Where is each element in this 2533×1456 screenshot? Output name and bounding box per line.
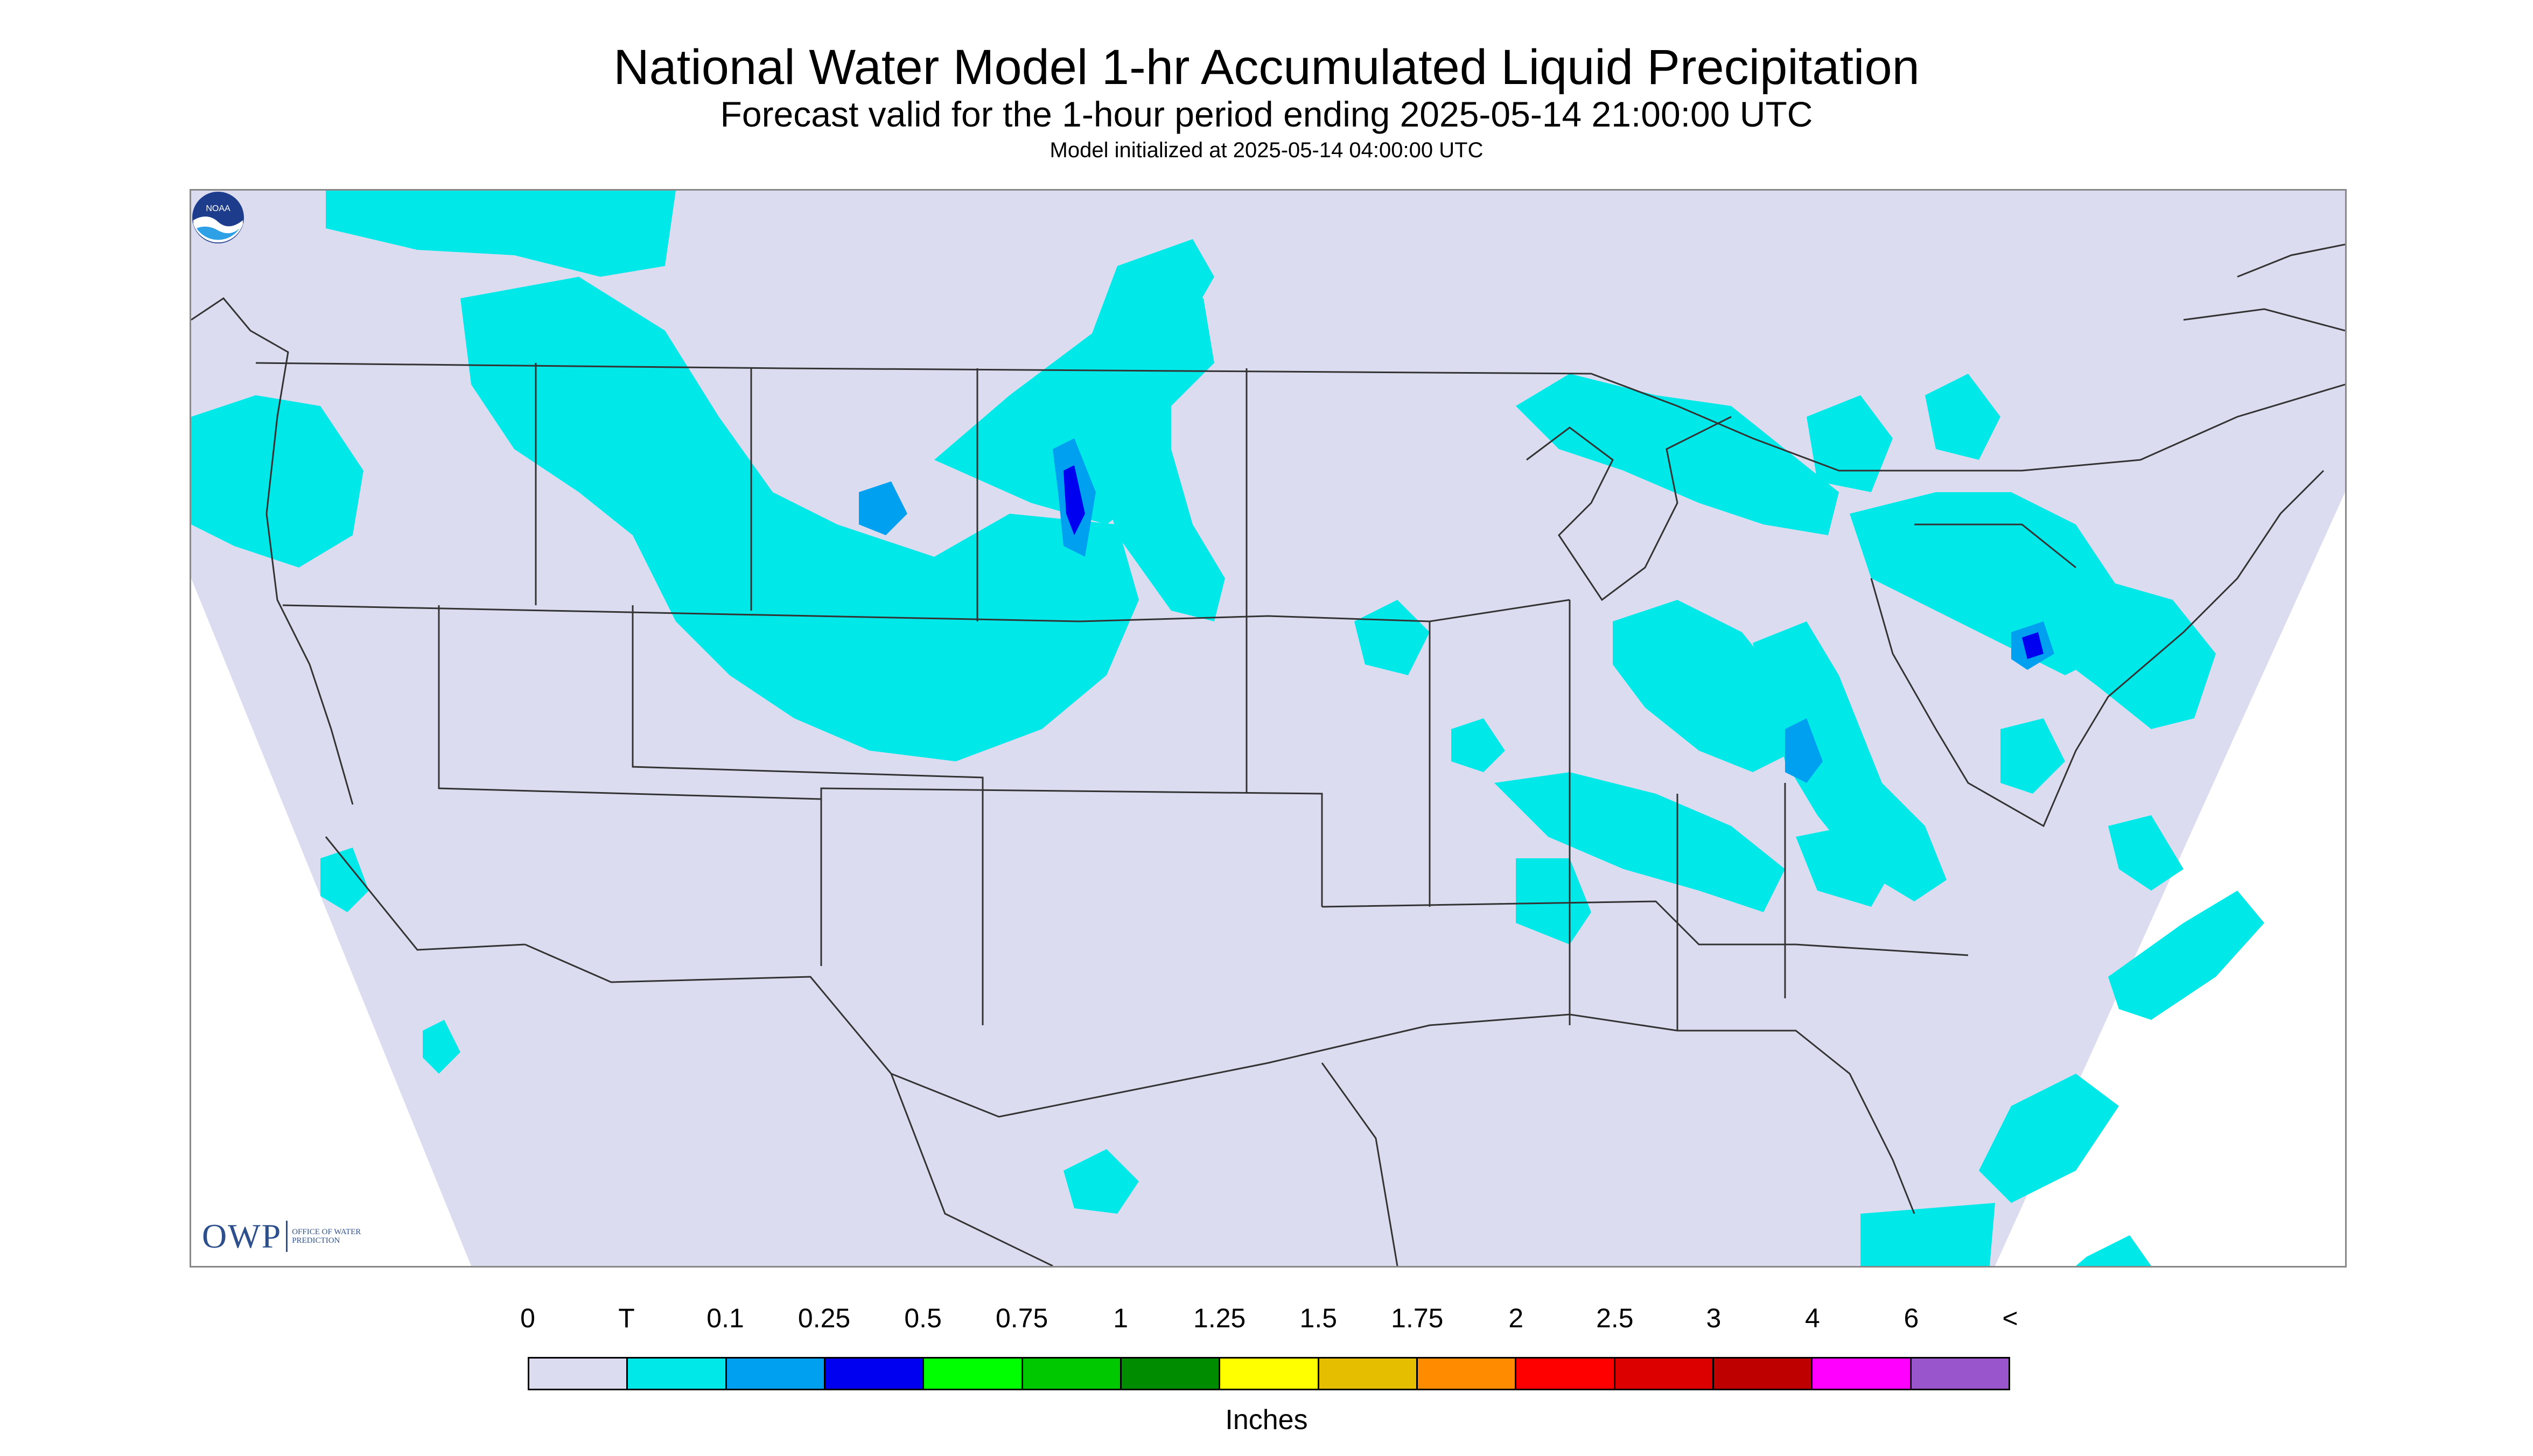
precip-trace-areas — [191, 191, 2264, 1266]
legend-tick-7: 1.25 — [1193, 1303, 1246, 1333]
legend-swatch-6 — [1121, 1359, 1221, 1389]
precipitation-map[interactable]: OWP OFFICE OF WATER PREDICTION NOAA — [190, 189, 2347, 1268]
legend-swatch-12 — [1713, 1359, 1813, 1389]
legend-swatch-14 — [1911, 1359, 2009, 1389]
legend-swatch-0 — [529, 1359, 628, 1389]
legend-tick-12: 3 — [1706, 1303, 1722, 1333]
legend-swatch-3 — [825, 1359, 925, 1389]
legend-swatch-9 — [1417, 1359, 1517, 1389]
legend-swatch-5 — [1023, 1359, 1122, 1389]
legend-swatch-13 — [1813, 1359, 1912, 1389]
legend-tick-11: 2.5 — [1596, 1303, 1634, 1333]
legend-tick-9: 1.75 — [1391, 1303, 1444, 1333]
legend-tick-1: T — [618, 1303, 635, 1333]
legend-swatch-11 — [1615, 1359, 1714, 1389]
owp-logo: OWP OFFICE OF WATER PREDICTION — [202, 1216, 362, 1256]
legend-tick-0: 0 — [520, 1303, 535, 1333]
legend-tick-5: 0.75 — [995, 1303, 1048, 1333]
legend-tick-13: 4 — [1805, 1303, 1820, 1333]
precip-moderate-cells — [1063, 465, 2044, 659]
legend-tick-10: 2 — [1508, 1303, 1524, 1333]
owp-logo-text: OWP — [202, 1217, 282, 1255]
legend-swatch-7 — [1220, 1359, 1319, 1389]
forecast-valid-subtitle: Forecast valid for the 1-hour period end… — [720, 94, 1813, 134]
legend-tick-15: < — [2002, 1303, 2018, 1333]
legend-swatch-2 — [726, 1359, 825, 1389]
legend-tick-4: 0.5 — [904, 1303, 942, 1333]
map-title: National Water Model 1-hr Accumulated Li… — [613, 40, 1920, 95]
owp-logo-divider — [286, 1221, 288, 1252]
legend-tick-6: 1 — [1113, 1303, 1129, 1333]
legend-units-label: Inches — [1225, 1404, 1308, 1436]
map-canvas — [191, 191, 2345, 1266]
legend-swatch-10 — [1516, 1359, 1615, 1389]
precip-color-legend — [528, 1357, 2010, 1390]
noaa-logo: NOAA — [192, 192, 244, 243]
boundary-lines — [191, 243, 2345, 1266]
noaa-logo-text: NOAA — [206, 204, 230, 213]
legend-swatch-8 — [1319, 1359, 1418, 1389]
legend-swatch-4 — [924, 1359, 1023, 1389]
legend-tick-3: 0.25 — [797, 1303, 851, 1333]
legend-tick-2: 0.1 — [706, 1303, 744, 1333]
model-init-caption: Model initialized at 2025-05-14 04:00:00… — [1049, 138, 1484, 162]
legend-tick-8: 1.5 — [1299, 1303, 1338, 1333]
owp-logo-subtext: OFFICE OF WATER PREDICTION — [292, 1228, 361, 1245]
precip-light-cells — [859, 438, 2054, 783]
legend-swatch-1 — [628, 1359, 727, 1389]
legend-tick-14: 6 — [1904, 1303, 1919, 1333]
